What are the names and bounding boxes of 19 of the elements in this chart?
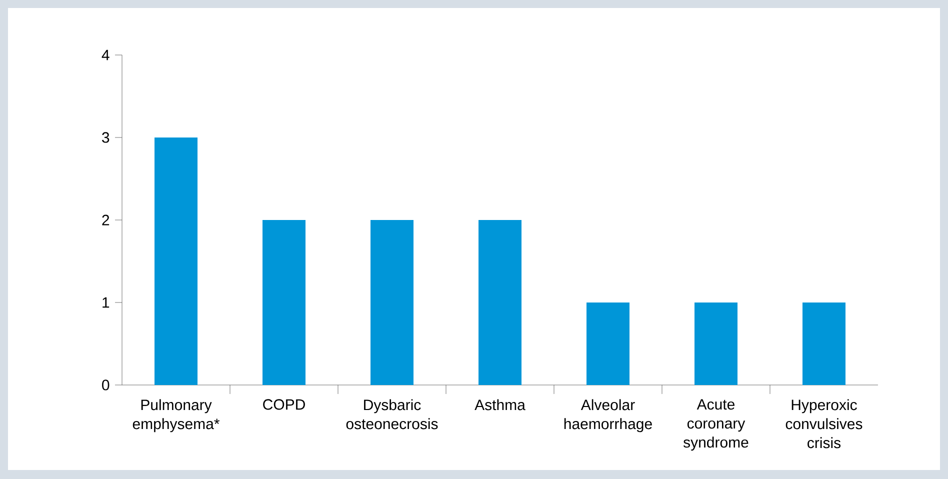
bar bbox=[370, 220, 414, 385]
bar bbox=[154, 137, 198, 385]
y-tick-label: 1 bbox=[102, 297, 110, 308]
x-tick-label: Alveolar haemorrhage bbox=[564, 399, 652, 432]
x-tick-label: Pulmonary emphysema* bbox=[132, 399, 220, 432]
y-tick-label: 2 bbox=[102, 214, 110, 226]
bar bbox=[802, 302, 846, 385]
y-tick-label: 4 bbox=[102, 50, 110, 60]
y-tick-label: 3 bbox=[102, 132, 110, 143]
bar bbox=[586, 302, 630, 385]
bar bbox=[262, 220, 306, 385]
x-tick-label: Acute coronary syndrome bbox=[683, 399, 748, 451]
x-tick-label: Hyperoxic convulsives crisis bbox=[786, 399, 862, 448]
x-tick-label: Dysbaric osteonecrosis bbox=[346, 399, 438, 430]
y-tick-label: 0 bbox=[102, 380, 110, 390]
bar bbox=[478, 220, 522, 385]
x-tick-label: COPD bbox=[263, 399, 305, 410]
bar bbox=[694, 302, 738, 385]
x-tick-label: Asthma bbox=[474, 399, 526, 410]
